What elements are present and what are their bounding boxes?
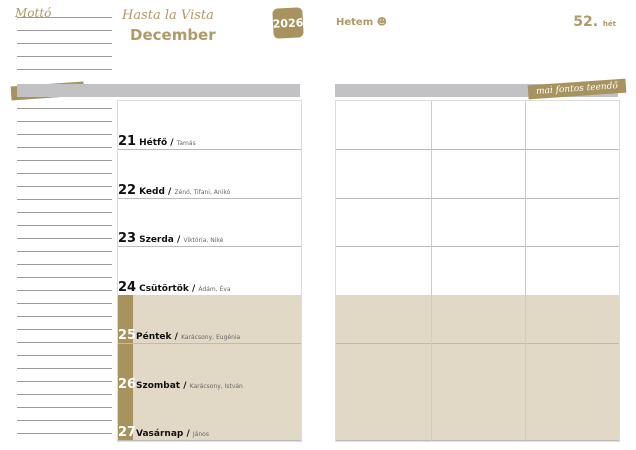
- day-row[interactable]: 22 Kedd / Zénó, Tifani, Anikó: [118, 150, 301, 199]
- note-line: [17, 147, 112, 148]
- note-line: [17, 108, 112, 109]
- grid-divider: [431, 101, 432, 441]
- motto-label: Mottó: [15, 6, 52, 20]
- note-line: [17, 316, 112, 317]
- day-label: 24 Csütörtök / Ádám, Éva: [118, 279, 231, 295]
- name-days: Karácsony, Eugénia: [181, 334, 241, 341]
- day-row[interactable]: 26Szombat / Karácsony, István: [118, 343, 301, 393]
- note-line: [17, 303, 112, 304]
- grid-row[interactable]: [336, 295, 619, 344]
- day-name: Szombat: [136, 380, 181, 391]
- name-days: Ádám, Éva: [198, 285, 231, 293]
- grid-divider: [525, 101, 526, 441]
- day-label: 21 Hétfő / Tamás: [118, 134, 196, 149]
- day-name: Szerda: [139, 235, 174, 245]
- grid-row[interactable]: [336, 150, 619, 199]
- day-row[interactable]: 25Péntek / Karácsony, Eugénia: [118, 295, 301, 344]
- left-header-bar: [17, 84, 300, 97]
- name-days: Viktória, Niké: [183, 237, 224, 244]
- note-line: [17, 69, 112, 70]
- note-line: [17, 407, 112, 408]
- weekend-strip: [118, 295, 133, 343]
- notes-grid: [335, 100, 620, 442]
- weekend-strip: [118, 343, 133, 392]
- day-number: 21: [118, 134, 137, 149]
- month-title: December: [130, 26, 216, 44]
- note-line: [17, 433, 112, 434]
- grid-row[interactable]: [336, 101, 619, 150]
- name-days: János: [192, 431, 209, 438]
- note-line: [17, 355, 112, 356]
- day-name: Kedd: [139, 186, 165, 197]
- year-badge: 2026: [272, 7, 304, 39]
- day-row[interactable]: 23 Szerda / Viktória, Niké: [118, 198, 301, 247]
- day-number: 26: [118, 376, 137, 392]
- note-line: [17, 212, 112, 213]
- week-suffix: hét: [602, 20, 616, 28]
- day-name: Hétfő: [139, 138, 168, 148]
- note-line: [17, 186, 112, 187]
- title-script: Hasta la Vista: [122, 8, 214, 23]
- grid-row[interactable]: [336, 198, 619, 247]
- name-days: Karácsony, István: [189, 382, 243, 390]
- day-row[interactable]: 24 Csütörtök / Ádám, Éva: [118, 247, 301, 296]
- week-label: Hetem ☻: [336, 17, 387, 28]
- week-label-text: Hetem: [336, 17, 374, 28]
- note-line: [17, 238, 112, 239]
- note-line: [17, 225, 112, 226]
- note-line: [17, 342, 112, 343]
- note-line: [17, 277, 112, 278]
- note-line: [17, 264, 112, 265]
- day-row[interactable]: 21 Hétfő / Tamás: [118, 101, 301, 150]
- note-line: [17, 121, 112, 122]
- week-number: 52. hét: [573, 14, 616, 30]
- day-label: 23 Szerda / Viktória, Niké: [118, 231, 224, 246]
- day-number: 27: [118, 425, 137, 440]
- day-label: 25Péntek / Karácsony, Eugénia: [118, 328, 241, 343]
- note-line: [17, 173, 112, 174]
- note-line: [17, 43, 112, 44]
- week-number-value: 52.: [573, 14, 599, 30]
- note-line: [17, 251, 112, 252]
- note-line: [17, 368, 112, 369]
- weekend-strip: [118, 392, 133, 440]
- note-line: [17, 160, 112, 161]
- note-line: [17, 17, 112, 18]
- day-list: 21 Hétfő / Tamás 22 Kedd / Zénó, Tifani, An…: [117, 100, 302, 442]
- day-name: Csütörtök: [139, 283, 189, 294]
- day-row[interactable]: 27Vasárnap / János: [118, 392, 301, 441]
- grid-row[interactable]: [336, 343, 619, 393]
- day-number: 25: [118, 328, 137, 343]
- name-days: Zénó, Tifani, Anikó: [174, 188, 231, 196]
- note-line: [17, 56, 112, 57]
- day-name: Vasárnap: [136, 429, 184, 439]
- note-line: [17, 30, 112, 31]
- note-line: [17, 420, 112, 421]
- day-label: 26Szombat / Karácsony, István: [118, 376, 243, 392]
- day-number: 23: [118, 231, 137, 246]
- day-number: 22: [118, 182, 137, 198]
- note-line: [17, 381, 112, 382]
- day-name: Péntek: [136, 332, 172, 342]
- note-line: [17, 134, 112, 135]
- grid-row[interactable]: [336, 392, 619, 441]
- day-label: 27Vasárnap / János: [118, 425, 209, 440]
- note-line: [17, 394, 112, 395]
- day-number: 24: [118, 279, 137, 295]
- name-days: Tamás: [176, 140, 196, 147]
- note-line: [17, 199, 112, 200]
- grid-row[interactable]: [336, 247, 619, 296]
- day-label: 22 Kedd / Zénó, Tifani, Anikó: [118, 182, 231, 198]
- note-line: [17, 290, 112, 291]
- note-line: [17, 329, 112, 330]
- smiley-icon: ☻: [376, 17, 388, 28]
